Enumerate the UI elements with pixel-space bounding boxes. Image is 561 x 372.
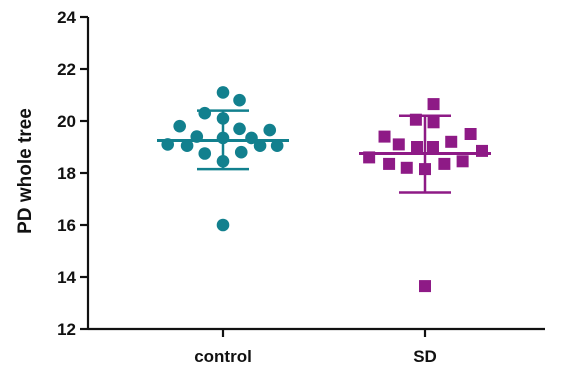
data-point-sd: [426, 141, 439, 153]
data-point-sd: [438, 157, 451, 170]
data-point-sd: [411, 141, 424, 153]
y-tick-label: 14: [57, 268, 76, 287]
data-point-sd: [400, 161, 413, 174]
y-tick-label: 18: [57, 164, 76, 183]
data-point-control: [180, 139, 194, 152]
data-point-control: [253, 139, 267, 152]
data-point-control: [263, 123, 277, 137]
data-point-sd: [427, 116, 440, 129]
data-point-control: [173, 119, 186, 133]
data-point-control: [270, 139, 284, 152]
data-point-control: [216, 86, 230, 99]
data-point-sd: [383, 157, 396, 170]
data-point-sd: [392, 138, 405, 151]
data-point-control: [233, 122, 246, 136]
data-point-control: [198, 106, 212, 120]
data-point-control: [216, 218, 230, 232]
y-tick-label: 22: [57, 60, 76, 79]
data-point-control: [198, 147, 212, 160]
data-point-sd: [464, 128, 477, 140]
data-point-sd: [445, 135, 458, 148]
x-tick-label-sd: SD: [413, 347, 437, 366]
y-tick-label: 20: [57, 112, 76, 131]
data-point-sd: [419, 280, 431, 293]
y-tick-label: 24: [57, 8, 76, 27]
y-tick-label: 16: [57, 216, 76, 235]
data-point-sd: [476, 144, 488, 157]
data-point-control: [233, 93, 246, 107]
data-point-sd: [456, 155, 469, 168]
plot-area: 12 14 16 18 20 22 24 control SD: [57, 8, 545, 366]
x-tick-label-control: control: [194, 347, 252, 366]
data-point-control: [234, 145, 248, 159]
y-axis-title: PD whole tree: [15, 108, 36, 234]
y-tick-label: 12: [57, 320, 76, 339]
data-point-sd: [427, 98, 440, 111]
data-point-sd: [378, 130, 391, 143]
